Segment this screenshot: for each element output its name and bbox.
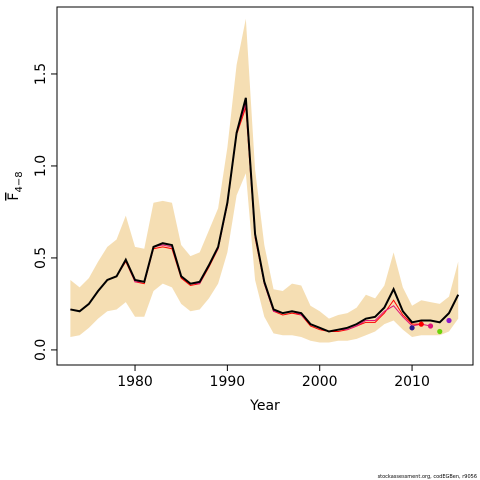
x-tick-label: 1980 <box>117 374 153 390</box>
retro-point <box>418 321 424 327</box>
x-tick-label: 2000 <box>302 374 338 390</box>
footer: stockassessment.org, codEGBen, r9056 <box>378 474 477 480</box>
x-tick-label: 2010 <box>394 374 430 390</box>
x-axis-label: Year <box>249 398 280 414</box>
retro-point <box>446 317 452 324</box>
x-tick-label: 1990 <box>210 374 246 390</box>
confidence-band <box>70 18 459 343</box>
retro-point <box>437 328 443 335</box>
y-label-sub: 4−8 <box>14 171 25 192</box>
y-axis-label-group: F4−8 <box>6 171 25 200</box>
retro-point <box>427 323 434 329</box>
y-tick-label: 1.0 <box>33 155 49 177</box>
y-tick-label: 1.5 <box>33 63 49 85</box>
plot-frame <box>56 6 474 366</box>
y-tick-label: 0.5 <box>33 247 49 269</box>
y-axis-label: F4−8 <box>6 171 25 200</box>
y-label-main: F <box>6 193 22 201</box>
retro-point <box>409 325 415 331</box>
y-tick-label: 0.0 <box>33 339 49 361</box>
series-line <box>70 97 460 333</box>
